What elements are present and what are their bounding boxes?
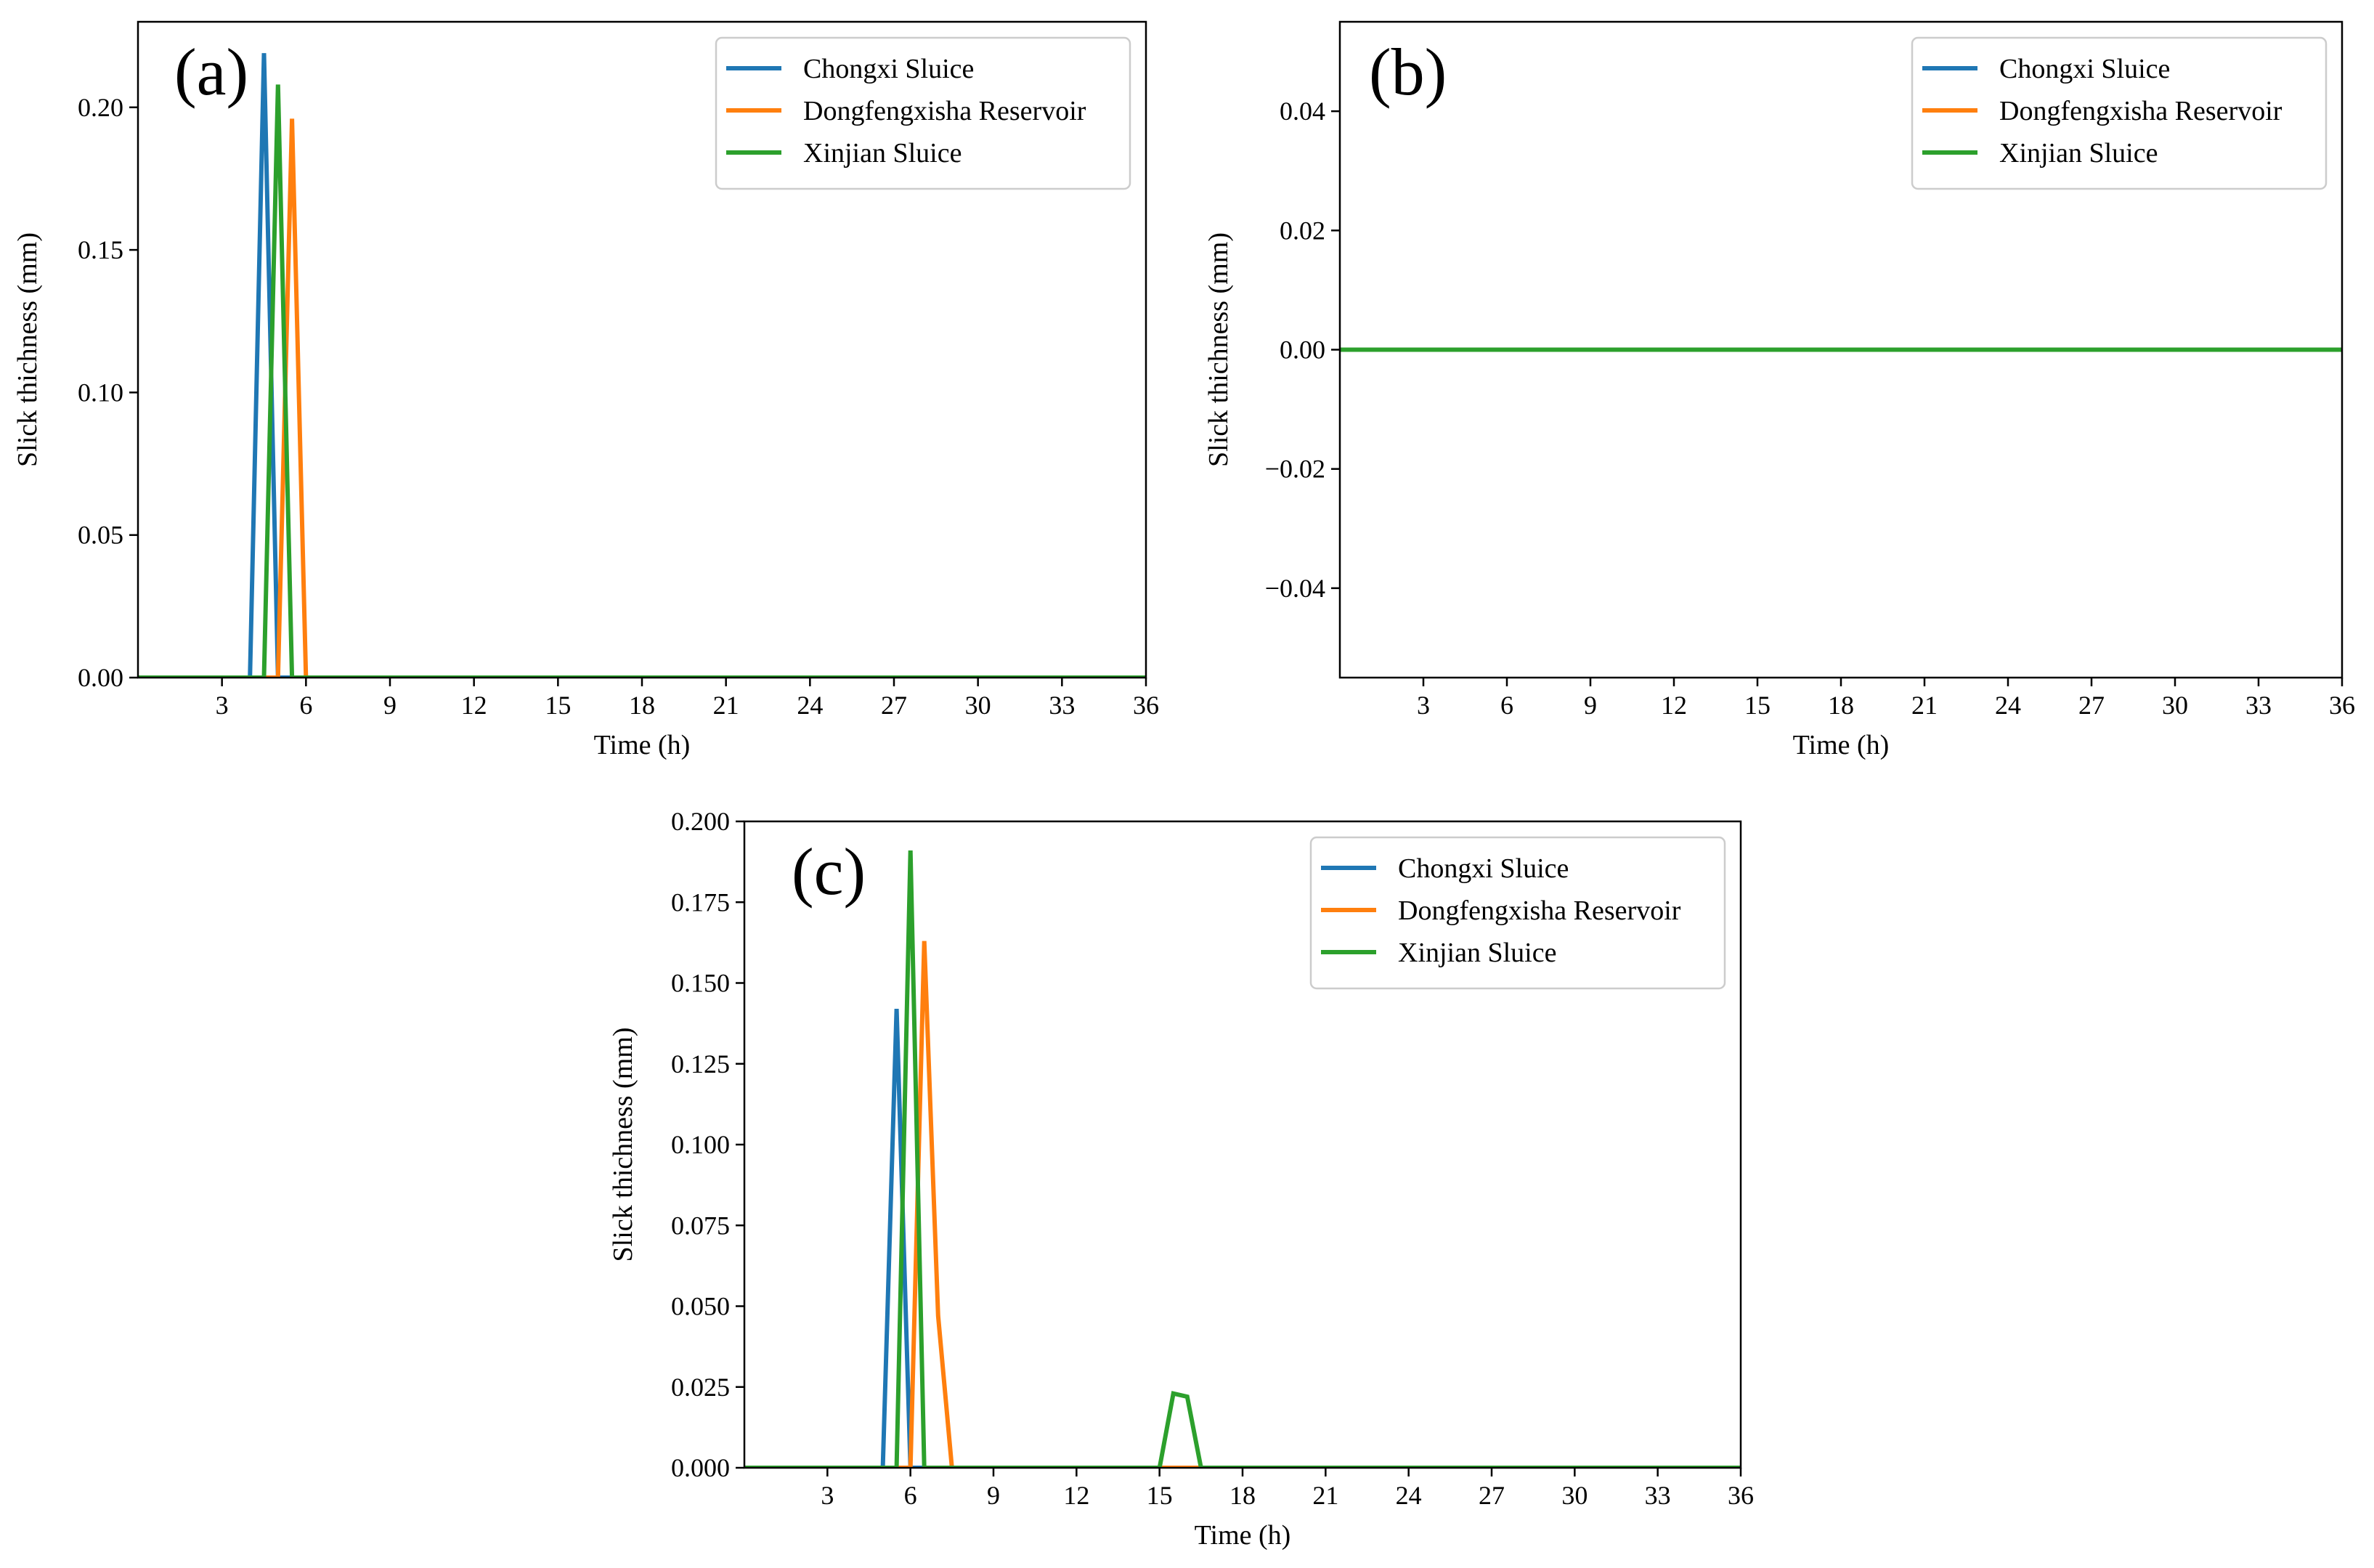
x-tick-label: 6 (904, 1481, 917, 1510)
x-tick-label: 24 (797, 691, 823, 720)
x-tick-label: 3 (216, 691, 229, 720)
series-line-xinjian-sluice (138, 84, 1146, 678)
y-tick-label: 0.00 (1280, 336, 1325, 365)
chart-panel-b: 3 6 9 12 15 18 21 24 27 30 33 36−0.04−0.020.000.020… (1203, 20, 2355, 760)
x-tick-label: 9 (1584, 691, 1597, 720)
x-tick-label: 27 (2078, 691, 2105, 720)
y-tick-label: 0.00 (78, 663, 123, 692)
y-axis-label: Slick thichness (mm) (12, 232, 43, 467)
legend-label: Chongxi Sluice (803, 54, 974, 84)
y-tick-label: −0.04 (1265, 574, 1325, 603)
x-tick-label: 21 (713, 691, 739, 720)
series-line-chongxi-sluice (138, 53, 1146, 678)
x-axis-label: Time (h) (1195, 1520, 1291, 1551)
x-tick-label: 36 (1728, 1481, 1754, 1510)
x-tick-label: 27 (881, 691, 907, 720)
x-tick-label: 21 (1312, 1481, 1338, 1510)
y-tick-label: 0.05 (78, 521, 123, 550)
y-tick-label: 0.175 (671, 887, 730, 917)
x-tick-label: 24 (1396, 1481, 1422, 1510)
x-tick-label: 18 (629, 691, 655, 720)
x-tick-label: 36 (2329, 691, 2355, 720)
panel-label: (c) (792, 834, 866, 909)
legend-box (1911, 36, 2328, 190)
legend-box (715, 36, 1131, 190)
panel-label: (a) (174, 35, 248, 109)
x-tick-label: 27 (1479, 1481, 1505, 1510)
panel-label: (b) (1369, 35, 1447, 109)
legend-box (1309, 836, 1726, 990)
y-tick-label: 0.15 (78, 235, 123, 264)
y-tick-label: 0.02 (1280, 216, 1325, 245)
series-line-xinjian-sluice (744, 850, 1741, 1468)
y-tick-label: 0.150 (671, 969, 730, 998)
y-tick-label: 0.10 (78, 378, 123, 407)
x-tick-label: 21 (1911, 691, 1938, 720)
x-tick-label: 3 (1417, 691, 1430, 720)
series-line-dongfengxisha-reservoir (744, 941, 1741, 1468)
x-tick-label: 30 (2162, 691, 2188, 720)
series-line-dongfengxisha-reservoir (138, 118, 1146, 678)
legend-label: Xinjian Sluice (803, 138, 962, 168)
x-tick-label: 12 (461, 691, 487, 720)
legend-label: Chongxi Sluice (1398, 853, 1569, 884)
x-tick-label: 18 (1229, 1481, 1256, 1510)
y-tick-label: 0.025 (671, 1373, 730, 1402)
x-tick-label: 15 (545, 691, 571, 720)
y-tick-label: 0.200 (671, 807, 730, 836)
x-tick-label: 6 (1500, 691, 1513, 720)
x-axis-label: Time (h) (594, 730, 691, 760)
x-tick-label: 9 (383, 691, 397, 720)
x-tick-label: 15 (1147, 1481, 1173, 1510)
x-tick-label: 33 (1049, 691, 1075, 720)
y-tick-label: 0.125 (671, 1049, 730, 1078)
x-axis-label: Time (h) (1793, 730, 1890, 760)
y-tick-label: −0.02 (1265, 455, 1325, 484)
x-tick-label: 18 (1828, 691, 1854, 720)
x-tick-label: 3 (821, 1481, 834, 1510)
x-tick-label: 12 (1063, 1481, 1089, 1510)
legend-label: Dongfengxisha Reservoir (1398, 895, 1681, 926)
legend-label: Xinjian Sluice (1999, 138, 2158, 168)
legend-label: Xinjian Sluice (1398, 938, 1556, 968)
legend-label: Dongfengxisha Reservoir (803, 96, 1086, 126)
y-axis-label: Slick thichness (mm) (1203, 232, 1234, 467)
y-tick-label: 0.20 (78, 93, 123, 122)
x-tick-label: 30 (1561, 1481, 1588, 1510)
x-tick-label: 15 (1744, 691, 1771, 720)
x-tick-label: 6 (299, 691, 312, 720)
chart-panel-a: 3 6 9 12 15 18 21 24 27 30 33 360.000.050.100.150.2… (12, 20, 1159, 760)
x-tick-label: 30 (965, 691, 991, 720)
series-line-chongxi-sluice (744, 1009, 1741, 1468)
x-tick-label: 33 (1645, 1481, 1671, 1510)
chart-panel-c: 3 6 9 12 15 18 21 24 27 30 33 360.0000.0250.0500.07… (608, 807, 1754, 1551)
y-axis-label: Slick thichness (mm) (608, 1028, 638, 1262)
x-tick-label: 24 (1995, 691, 2021, 720)
legend-label: Chongxi Sluice (1999, 54, 2170, 84)
x-tick-label: 33 (2245, 691, 2272, 720)
y-tick-label: 0.100 (671, 1130, 730, 1159)
y-tick-label: 0.075 (671, 1211, 730, 1240)
y-tick-label: 0.000 (671, 1453, 730, 1482)
x-tick-label: 9 (987, 1481, 1000, 1510)
y-tick-label: 0.050 (671, 1292, 730, 1321)
y-tick-label: 0.04 (1280, 97, 1325, 126)
legend-label: Dongfengxisha Reservoir (1999, 96, 2282, 126)
x-tick-label: 36 (1133, 691, 1159, 720)
x-tick-label: 12 (1661, 691, 1687, 720)
